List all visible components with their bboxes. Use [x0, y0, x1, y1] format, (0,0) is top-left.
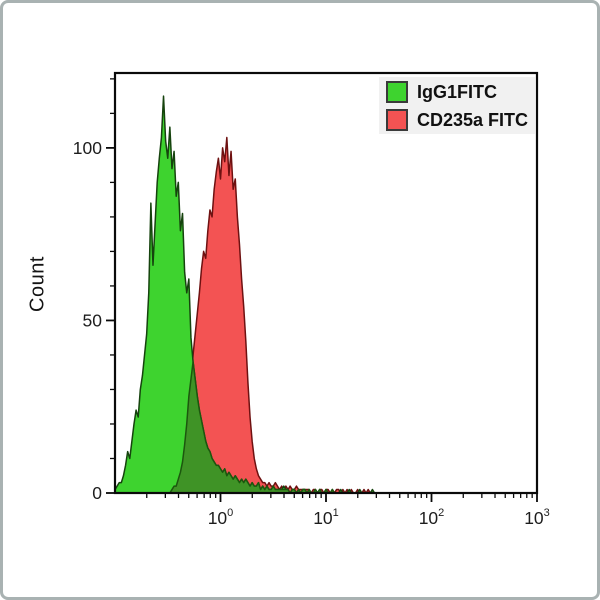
legend-item-cd235a-fitc: CD235a FITC [379, 108, 535, 132]
igg1fitc-swatch-icon [386, 80, 408, 103]
x-tick-label: 102 [419, 507, 445, 528]
plot-frame [113, 71, 539, 495]
plot-area [115, 95, 537, 494]
x-tick-label: 101 [313, 507, 339, 528]
legend: IgG1FITC CD235a FITC [379, 77, 535, 134]
legend-label-cd235a-fitc: CD235a FITC [417, 109, 529, 130]
y-tick-label: 50 [83, 310, 103, 330]
series-igg1fitc [115, 95, 537, 494]
y-tick-label: 100 [73, 138, 102, 158]
legend-item-igg1fitc: IgG1FITC [379, 80, 535, 104]
y-tick-label: 0 [92, 483, 102, 503]
x-tick-label: 100 [208, 507, 234, 528]
x-tick-label: 103 [524, 507, 550, 528]
y-axis-title: Count [26, 256, 49, 312]
legend-label-igg1fitc: IgG1FITC [417, 81, 497, 102]
cd235a-fitc-swatch-icon [386, 108, 408, 131]
axis-tick-labels: 100 101 102 103 0 50 100 [73, 138, 550, 528]
